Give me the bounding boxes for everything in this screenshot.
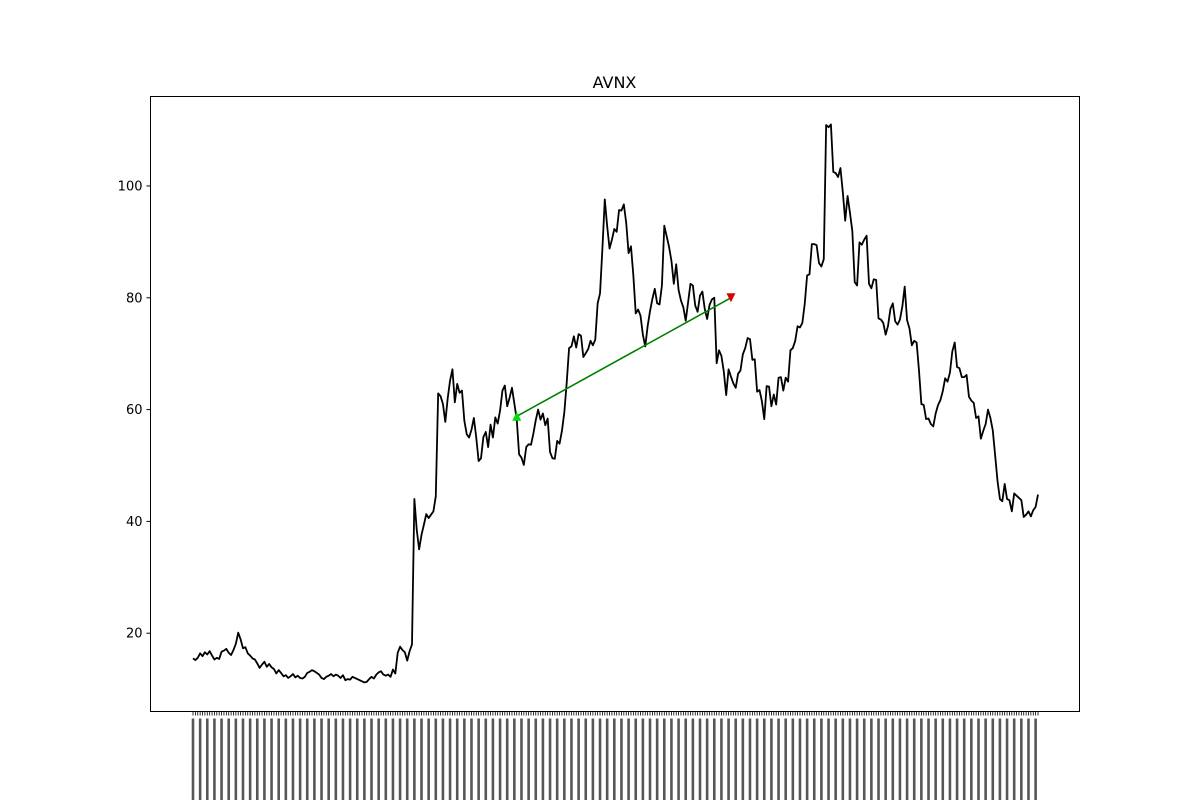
price-line [192,123,1039,684]
series-layer [192,123,1039,684]
plot-area [150,96,1080,712]
chart-title: AVNX [593,73,637,92]
x-axis [191,711,1039,800]
buy-marker [512,411,522,421]
trade-arrow [516,297,732,417]
y-tick-label: 100 [118,179,143,194]
y-tick-label: 40 [126,515,143,530]
y-tick-label: 20 [126,627,143,642]
y-tick-label: 80 [126,291,143,306]
y-tick-label: 60 [126,403,143,418]
sell-marker [726,293,736,303]
annotation-layer [512,293,736,421]
y-axis: 20 40 60 80 100 [118,179,151,642]
